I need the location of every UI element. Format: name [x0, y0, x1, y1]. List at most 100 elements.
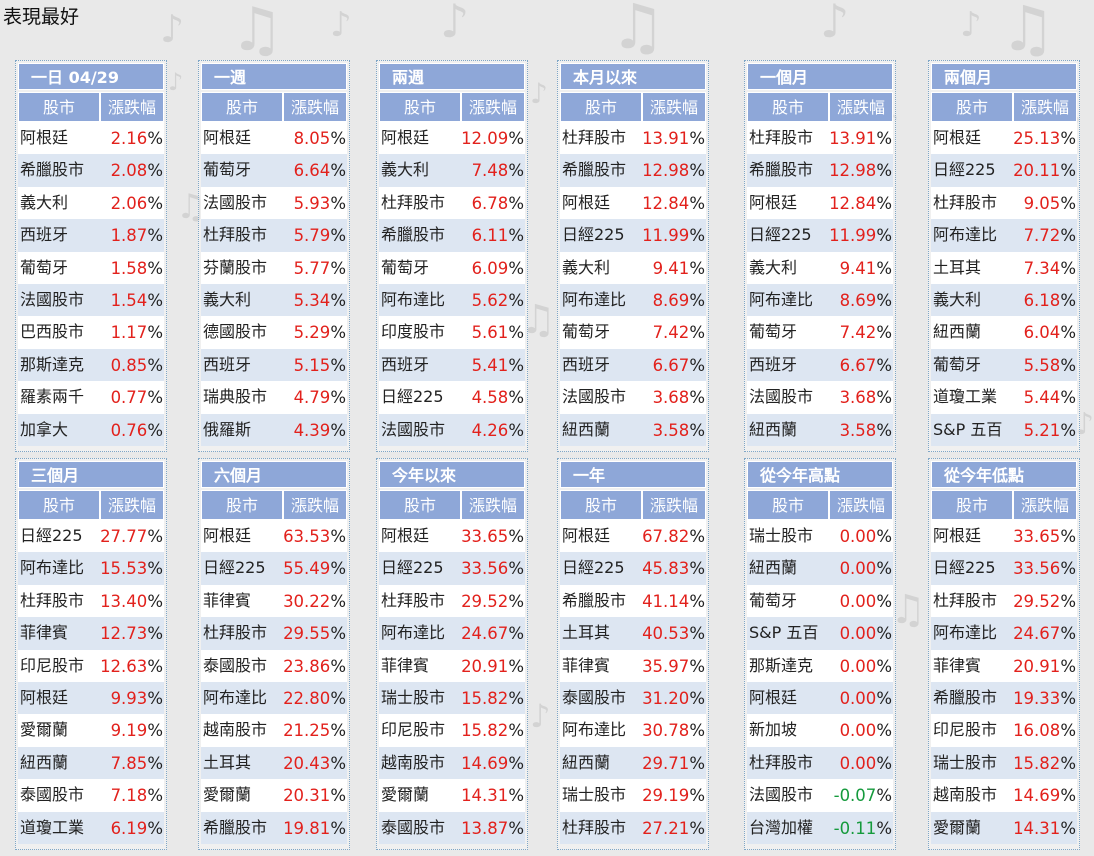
table-row[interactable]: 西班牙 6.67%: [747, 348, 893, 382]
table-row[interactable]: 希臘股市 2.08%: [18, 154, 164, 187]
table-row[interactable]: 法國股市 1.54%: [18, 283, 164, 317]
table-row[interactable]: 義大利 5.34%: [201, 283, 347, 317]
table-row[interactable]: 愛爾蘭 9.19%: [18, 714, 164, 747]
table-row[interactable]: 希臘股市 12.98%: [560, 154, 706, 187]
table-row[interactable]: 台灣加權 -0.11%: [747, 811, 893, 844]
table-row[interactable]: 菲律賓 20.91%: [379, 649, 525, 682]
table-row[interactable]: S&P 五百 5.21%: [931, 413, 1077, 446]
table-row[interactable]: 西班牙 5.15%: [201, 348, 347, 382]
table-row[interactable]: 紐西蘭 7.85%: [18, 746, 164, 780]
table-row[interactable]: 阿根廷 2.16%: [18, 122, 164, 155]
table-row[interactable]: 杜拜股市 13.91%: [747, 122, 893, 155]
table-row[interactable]: 日經225 55.49%: [201, 552, 347, 585]
table-row[interactable]: 葡萄牙 1.58%: [18, 251, 164, 284]
table-row[interactable]: 杜拜股市 0.00%: [747, 746, 893, 780]
table-row[interactable]: 杜拜股市 5.79%: [201, 219, 347, 252]
table-row[interactable]: 日經225 11.99%: [747, 219, 893, 252]
table-row[interactable]: 愛爾蘭 14.31%: [931, 811, 1077, 844]
table-row[interactable]: 阿根廷 33.65%: [379, 520, 525, 553]
table-row[interactable]: 新加坡 0.00%: [747, 714, 893, 747]
table-row[interactable]: 日經225 20.11%: [931, 154, 1077, 187]
table-row[interactable]: 羅素兩千 0.77%: [18, 381, 164, 414]
table-row[interactable]: 那斯達克 0.00%: [747, 649, 893, 682]
table-row[interactable]: 法國股市 3.68%: [560, 381, 706, 414]
table-row[interactable]: 杜拜股市 27.21%: [560, 811, 706, 844]
table-row[interactable]: 阿根廷 33.65%: [931, 520, 1077, 553]
table-row[interactable]: 葡萄牙 0.00%: [747, 584, 893, 618]
table-row[interactable]: 希臘股市 19.33%: [931, 681, 1077, 715]
table-row[interactable]: 印尼股市 15.82%: [379, 714, 525, 747]
table-row[interactable]: 印尼股市 12.63%: [18, 649, 164, 682]
table-row[interactable]: 那斯達克 0.85%: [18, 348, 164, 382]
table-row[interactable]: 紐西蘭 3.58%: [560, 413, 706, 446]
table-row[interactable]: 泰國股市 23.86%: [201, 649, 347, 682]
table-row[interactable]: 義大利 2.06%: [18, 186, 164, 220]
table-row[interactable]: 杜拜股市 13.91%: [560, 122, 706, 155]
table-row[interactable]: 越南股市 14.69%: [379, 746, 525, 780]
table-row[interactable]: 土耳其 20.43%: [201, 746, 347, 780]
table-row[interactable]: 阿布達比 8.69%: [560, 283, 706, 317]
table-row[interactable]: 葡萄牙 7.42%: [747, 316, 893, 349]
table-row[interactable]: 阿布達比 15.53%: [18, 552, 164, 585]
table-row[interactable]: 法國股市 3.68%: [747, 381, 893, 414]
table-row[interactable]: 杜拜股市 9.05%: [931, 186, 1077, 220]
table-row[interactable]: 紐西蘭 3.58%: [747, 413, 893, 446]
table-row[interactable]: 希臘股市 12.98%: [747, 154, 893, 187]
table-row[interactable]: 杜拜股市 29.52%: [931, 584, 1077, 618]
table-row[interactable]: 瑞士股市 29.19%: [560, 779, 706, 812]
table-row[interactable]: 法國股市 -0.07%: [747, 779, 893, 812]
table-row[interactable]: 菲律賓 35.97%: [560, 649, 706, 682]
table-row[interactable]: 義大利 9.41%: [747, 251, 893, 284]
table-row[interactable]: 阿根廷 63.53%: [201, 520, 347, 553]
table-row[interactable]: 阿布達比 7.72%: [931, 219, 1077, 252]
table-row[interactable]: 日經225 45.83%: [560, 552, 706, 585]
table-row[interactable]: 杜拜股市 6.78%: [379, 186, 525, 220]
table-row[interactable]: 瑞典股市 4.79%: [201, 381, 347, 414]
table-row[interactable]: 越南股市 21.25%: [201, 714, 347, 747]
table-row[interactable]: 加拿大 0.76%: [18, 413, 164, 446]
table-row[interactable]: 法國股市 4.26%: [379, 413, 525, 446]
table-row[interactable]: 菲律賓 20.91%: [931, 649, 1077, 682]
table-row[interactable]: 菲律賓 12.73%: [18, 617, 164, 650]
table-row[interactable]: 泰國股市 31.20%: [560, 681, 706, 715]
table-row[interactable]: 阿根廷 8.05%: [201, 122, 347, 155]
table-row[interactable]: S&P 五百 0.00%: [747, 617, 893, 650]
table-row[interactable]: 義大利 6.18%: [931, 283, 1077, 317]
table-row[interactable]: 巴西股市 1.17%: [18, 316, 164, 349]
table-row[interactable]: 日經225 11.99%: [560, 219, 706, 252]
table-row[interactable]: 希臘股市 19.81%: [201, 811, 347, 844]
table-row[interactable]: 泰國股市 7.18%: [18, 779, 164, 812]
table-row[interactable]: 義大利 9.41%: [560, 251, 706, 284]
table-row[interactable]: 阿根廷 12.09%: [379, 122, 525, 155]
table-row[interactable]: 紐西蘭 29.71%: [560, 746, 706, 780]
table-row[interactable]: 愛爾蘭 20.31%: [201, 779, 347, 812]
table-row[interactable]: 阿布達比 8.69%: [747, 283, 893, 317]
table-row[interactable]: 阿布達比 30.78%: [560, 714, 706, 747]
table-row[interactable]: 阿布達比 24.67%: [379, 617, 525, 650]
table-row[interactable]: 法國股市 5.93%: [201, 186, 347, 220]
table-row[interactable]: 德國股市 5.29%: [201, 316, 347, 349]
table-row[interactable]: 紐西蘭 6.04%: [931, 316, 1077, 349]
table-row[interactable]: 阿布達比 24.67%: [931, 617, 1077, 650]
table-row[interactable]: 菲律賓 30.22%: [201, 584, 347, 618]
table-row[interactable]: 日經225 33.56%: [379, 552, 525, 585]
table-row[interactable]: 瑞士股市 15.82%: [931, 746, 1077, 780]
table-row[interactable]: 希臘股市 41.14%: [560, 584, 706, 618]
table-row[interactable]: 日經225 27.77%: [18, 520, 164, 553]
table-row[interactable]: 瑞士股市 0.00%: [747, 520, 893, 553]
table-row[interactable]: 西班牙 5.41%: [379, 348, 525, 382]
table-row[interactable]: 瑞士股市 15.82%: [379, 681, 525, 715]
table-row[interactable]: 印尼股市 16.08%: [931, 714, 1077, 747]
table-row[interactable]: 葡萄牙 6.64%: [201, 154, 347, 187]
table-row[interactable]: 葡萄牙 6.09%: [379, 251, 525, 284]
table-row[interactable]: 義大利 7.48%: [379, 154, 525, 187]
table-row[interactable]: 芬蘭股市 5.77%: [201, 251, 347, 284]
table-row[interactable]: 杜拜股市 29.52%: [379, 584, 525, 618]
table-row[interactable]: 阿根廷 9.93%: [18, 681, 164, 715]
table-row[interactable]: 日經225 4.58%: [379, 381, 525, 414]
table-row[interactable]: 道瓊工業 5.44%: [931, 381, 1077, 414]
table-row[interactable]: 葡萄牙 5.58%: [931, 348, 1077, 382]
table-row[interactable]: 日經225 33.56%: [931, 552, 1077, 585]
table-row[interactable]: 阿根廷 0.00%: [747, 681, 893, 715]
table-row[interactable]: 越南股市 14.69%: [931, 779, 1077, 812]
